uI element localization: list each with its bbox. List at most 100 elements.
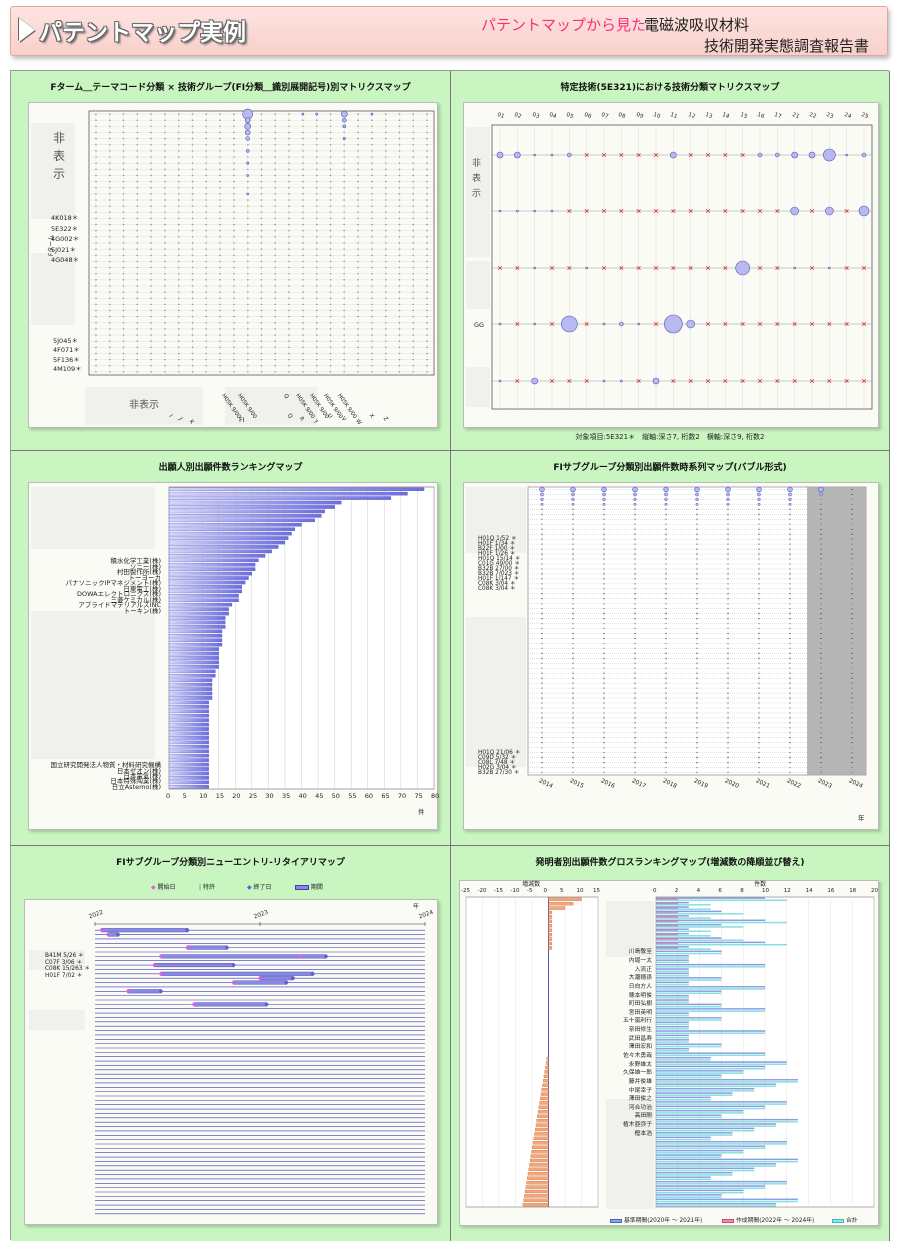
zero-mark [861,321,867,327]
applicant-name: トーキン(株) [123,607,161,616]
change-bar [535,1127,549,1132]
panel-tech-matrix: 特定技術(5E321)における技術分類マトリクスマップ 非 表 示 GG 01 0… [451,71,890,451]
tech-matrix-plot: 非 表 示 GG 01 02 03 04 05 06 07 08 09 10 11 12 13 14 15 1… [463,102,879,428]
timeline-bubble [694,486,700,493]
base-period-bar [655,1021,689,1023]
change-bar [527,1176,549,1180]
total-bar [655,970,689,972]
new-period-bar [655,898,678,900]
ranking-bar [168,722,209,727]
legend-swatch [722,1218,734,1223]
timeline-dot [758,528,760,530]
hidden-rows-mask-bottom [466,367,490,407]
matrix-bubble [791,151,798,159]
subgroup-label: B22F 1/00 ＊ [478,546,516,553]
total-bar [655,1099,711,1101]
hidden-names-mask-bottom [606,1099,654,1209]
ranking-bar [168,629,223,634]
timeline-dot [572,652,574,654]
x-tick-label: 80 [431,792,440,800]
panel-title: FIサブグループ分類別ニューエントリ-リタイアリマップ [116,858,345,868]
applicant-ranking-chart [168,486,435,790]
timeline-dot [851,737,853,739]
timeline-dot [789,717,791,719]
timeline-dot [696,598,698,600]
right-tick-label: 2 [674,888,679,894]
change-bar [548,919,552,924]
base-period-bar [655,1163,777,1165]
zero-mark [601,208,607,214]
timeline-dot [696,613,698,615]
timeline-dot [603,528,605,530]
subgroup-label: H01F 1/147 ＊ [478,575,520,582]
timeline-dot [572,593,574,595]
timeline-dot [851,528,853,530]
legend-label: 期間 [310,884,323,891]
ranking-bar [168,625,226,629]
timeline-dot [820,692,822,694]
change-bar [532,1145,549,1149]
matrix-bubble [342,137,346,141]
timeline-dot [634,717,636,719]
timeline-bubble [540,497,544,502]
legend-item: 合計 [832,1215,858,1224]
panel-new-entry-retire: FIサブグループ分類別ニューエントリ-リタイアリマップ ◆ 開始日 | 特許 ◆ 終… [11,846,451,1241]
timeline-bubble [726,497,730,502]
base-period-bar [655,932,689,935]
timeline-dot [789,757,791,759]
total-bar [655,1054,766,1057]
zero-mark [723,152,728,158]
right-tick-label: 6 [718,888,722,894]
timeline-dot [665,737,667,739]
timeline-dot [634,692,636,694]
x-tick-label: 50 [331,792,340,800]
timeline-dot [696,697,698,699]
right-tick-label: 12 [783,888,791,894]
total-bar [655,1178,711,1181]
timeline-dot [851,613,853,615]
timeline-bubble [664,492,668,497]
play-triangle-icon [19,18,35,42]
timeline-dot [572,717,574,719]
inventor-ranking-plot: 基準期間(2020年 ～ 2021年) 作成期間(2022年 ～ 2024年) 合計… [459,880,879,1226]
ranking-bar [168,758,209,762]
timeline-dot [603,578,605,580]
timeline-dot [820,657,822,659]
timeline-dot [851,578,853,580]
change-bar [545,1061,549,1065]
subgroup-label: H01F 1/34 ＊ [478,541,516,548]
timeline-dot [665,672,667,674]
base-period-bar [655,994,689,997]
x-tick-label: 40 [298,792,307,800]
base-period-bar [655,937,722,939]
zero-mark [567,378,572,384]
timeline-dot [541,722,543,724]
subgroup-label: C08L 7/48 ＊ [478,759,516,766]
left-tick-label: -20 [477,888,487,894]
timeline-dot [727,652,729,654]
matrix-bubble [496,151,504,159]
base-period-bar [655,1123,777,1125]
timeline-dot [572,578,574,580]
base-period-bar [655,1030,766,1032]
hidden-rows-mask-top: 非 表 示 [466,127,490,257]
timeline-dot [820,757,822,759]
total-bar [655,1183,787,1185]
total-bar [655,1107,766,1110]
timeline-bubble [571,492,575,497]
start-marker [158,953,164,959]
ranking-bar [168,518,315,523]
ranking-bar [168,651,219,656]
subtitle-pink: パテントマップから見た [481,16,647,34]
total-bar [655,966,766,968]
ranking-bar [168,522,302,527]
panel-inventor-ranking: 発明者別出願件数グロスランキングマップ(増減数の降順並び替え) 基準期間(202… [451,846,890,1241]
timeline-bubble [788,497,792,502]
timeline-dot [851,488,853,491]
total-bar [655,1147,766,1150]
timeline-dot [541,533,543,535]
timeline-dot [696,757,698,759]
timeline-dot [603,508,605,510]
subgroup-label: C08K 3/04 ＊ [478,580,516,587]
timeline-dot [696,722,698,724]
